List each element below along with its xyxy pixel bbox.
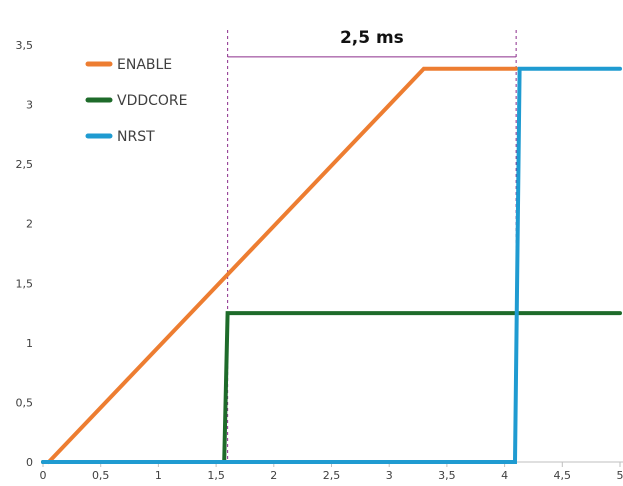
y-tick-label: 1,5	[16, 277, 34, 290]
x-tick-label: 4,5	[554, 469, 572, 482]
x-axis-tick-labels: 0 0,5 1 1,5 2 2,5 3 3,5 4 4,5 5	[40, 469, 623, 482]
legend-label: ENABLE	[117, 57, 172, 73]
y-tick-label: 3	[26, 99, 33, 112]
y-tick-label: 1	[26, 337, 33, 350]
legend-label: NRST	[117, 129, 155, 145]
x-tick-label: 1,5	[207, 469, 225, 482]
series-line-enable	[46, 66, 519, 464]
x-tick-label: 0,5	[92, 469, 110, 482]
legend: ENABLE VDDCORE NRST	[85, 57, 188, 145]
annotation-layer: 2,5 ms	[227, 28, 517, 462]
y-tick-label: 0,5	[16, 396, 34, 409]
legend-label: VDDCORE	[117, 93, 188, 109]
x-tick-label: 0	[40, 469, 47, 482]
x-tick-label: 1	[155, 469, 162, 482]
series-layer	[41, 66, 622, 464]
x-tick-label: 3,5	[438, 469, 456, 482]
x-tick-label: 4	[501, 469, 508, 482]
series-line-vddcore	[41, 311, 622, 464]
series-line-nrst	[41, 66, 622, 464]
y-tick-label: 0	[26, 456, 33, 469]
x-tick-label: 2,5	[323, 469, 341, 482]
x-tick-label: 2	[270, 469, 277, 482]
y-axis-tick-labels: 0 0,5 1 1,5 2 2,5 3 3,5	[16, 39, 34, 469]
y-tick-label: 2,5	[16, 158, 34, 171]
annotation-label: 2,5 ms	[340, 28, 404, 48]
x-tick-label: 3	[386, 469, 393, 482]
y-tick-label: 3,5	[16, 39, 34, 52]
y-tick-label: 2	[26, 218, 33, 231]
x-tick-label: 5	[617, 469, 623, 482]
